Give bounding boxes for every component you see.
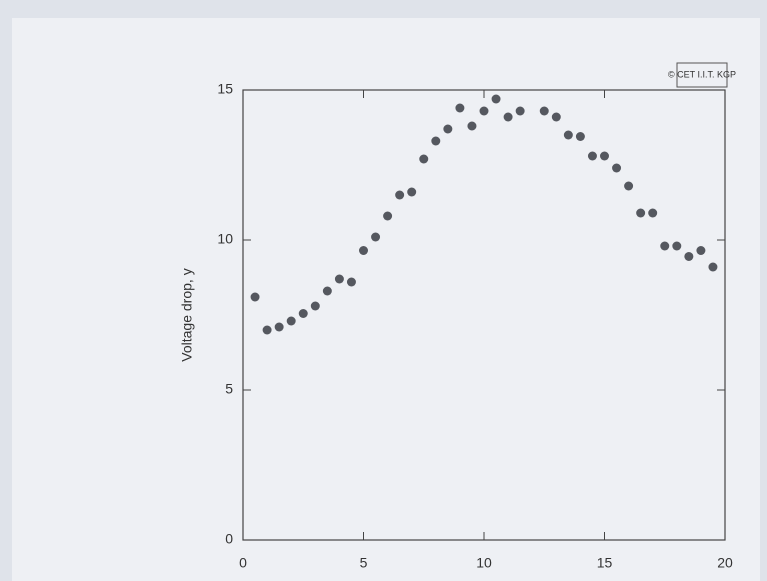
watermark-box	[676, 62, 728, 88]
data-point	[612, 163, 622, 173]
data-point	[286, 316, 296, 326]
y-tick-label: 5	[225, 381, 233, 397]
y-axis-label: Voltage drop, y	[179, 268, 195, 361]
data-point	[431, 136, 441, 146]
data-point	[467, 121, 477, 131]
x-tick-label: 15	[597, 555, 613, 571]
data-point	[395, 190, 405, 200]
x-tick-label: 20	[717, 555, 733, 571]
data-point	[491, 94, 501, 104]
data-point	[359, 246, 368, 255]
data-point	[672, 241, 682, 251]
data-point	[383, 211, 393, 221]
data-point	[648, 208, 658, 218]
data-point	[334, 274, 344, 284]
watermark: © CET I.I.T. KGP	[668, 69, 736, 79]
y-tick-label: 15	[217, 81, 233, 97]
data-point	[636, 208, 646, 218]
data-point	[419, 154, 429, 164]
data-point	[624, 181, 634, 191]
x-tick-label: 5	[360, 555, 368, 571]
y-tick-label: 10	[217, 231, 233, 247]
data-point	[660, 241, 670, 251]
data-point	[262, 325, 272, 335]
data-point	[563, 130, 573, 140]
data-point	[539, 106, 549, 116]
data-point	[443, 124, 453, 134]
data-point	[479, 106, 489, 116]
data-point	[346, 277, 356, 287]
data-point	[407, 187, 417, 197]
data-point	[371, 232, 381, 242]
data-point	[250, 292, 260, 302]
data-point	[298, 309, 308, 318]
paper	[12, 18, 760, 581]
data-point	[503, 112, 513, 122]
data-point	[696, 246, 706, 255]
y-tick-label: 0	[225, 531, 233, 547]
data-point	[600, 151, 609, 161]
data-point	[551, 112, 561, 122]
x-tick-label: 10	[476, 555, 492, 571]
data-point	[575, 132, 585, 141]
data-point	[708, 262, 718, 272]
data-point	[455, 103, 465, 113]
data-point	[587, 151, 597, 161]
data-point	[274, 322, 284, 332]
data-point	[684, 252, 694, 261]
data-point	[322, 286, 332, 296]
x-tick-label: 0	[239, 555, 247, 571]
data-point	[515, 106, 525, 116]
data-point	[310, 301, 320, 311]
